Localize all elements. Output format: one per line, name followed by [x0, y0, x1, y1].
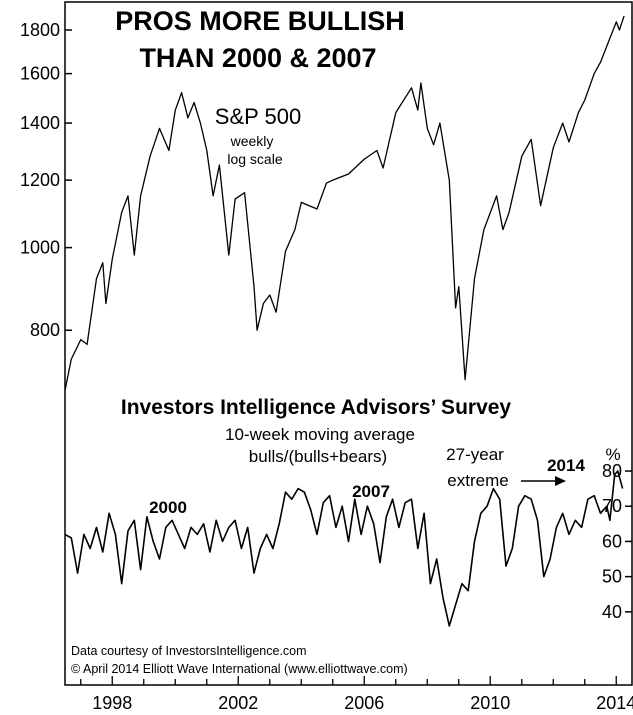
sp500-subtitle-weekly: weekly — [230, 133, 274, 149]
credit-line-1: Data courtesy of InvestorsIntelligence.c… — [71, 644, 307, 658]
sp500-y-tick-label: 1800 — [20, 20, 60, 40]
annotation-extreme: extreme — [447, 471, 508, 490]
annotation-2007: 2007 — [352, 482, 390, 501]
survey-y-tick-label: 40 — [602, 602, 622, 622]
series-label-sp500: S&P 500 — [215, 104, 301, 129]
sp500-subtitle-log-scale: log scale — [227, 151, 282, 167]
survey-y-unit: % — [605, 445, 620, 464]
annotation-arrowhead — [555, 476, 566, 486]
survey-y-tick-label: 60 — [602, 531, 622, 551]
survey-y-tick-label: 80 — [602, 461, 622, 481]
x-axis-tick-label: 2010 — [470, 693, 510, 713]
annotation-27-year: 27-year — [446, 445, 504, 464]
annotation-2000: 2000 — [149, 498, 187, 517]
x-axis-tick-label: 2006 — [344, 693, 384, 713]
plot-frame — [64, 1, 633, 686]
sp500-y-axis: 800 1000 1200 1400 1600 1800 — [20, 20, 72, 340]
sp500-y-tick-label: 1000 — [20, 238, 60, 258]
survey-subtitle-2: bulls/(bulls+bears) — [249, 447, 387, 466]
chart-title-line-1: PROS MORE BULLISH — [115, 6, 405, 36]
x-axis-tick-label: 2014 — [596, 693, 633, 713]
sp500-y-tick-label: 800 — [30, 320, 60, 340]
credit-line-2: © April 2014 Elliott Wave International … — [71, 662, 408, 676]
annotation-2014: 2014 — [547, 456, 585, 475]
x-axis-tick-label: 2002 — [218, 693, 258, 713]
survey-subtitle-1: 10-week moving average — [225, 425, 415, 444]
sp500-y-tick-label: 1600 — [20, 64, 60, 84]
x-axis-tick-label: 1998 — [92, 693, 132, 713]
survey-series-line — [64, 470, 624, 627]
sp500-y-tick-label: 1200 — [20, 170, 60, 190]
survey-y-tick-label: 50 — [602, 567, 622, 587]
sp500-y-tick-label: 1400 — [20, 113, 60, 133]
sp500-series-line — [64, 15, 625, 391]
chart-title-line-2: THAN 2000 & 2007 — [139, 43, 376, 73]
x-axis: 1998 2002 2006 2010 2014 — [80, 676, 633, 713]
survey-title: Investors Intelligence Advisors’ Survey — [121, 396, 512, 419]
